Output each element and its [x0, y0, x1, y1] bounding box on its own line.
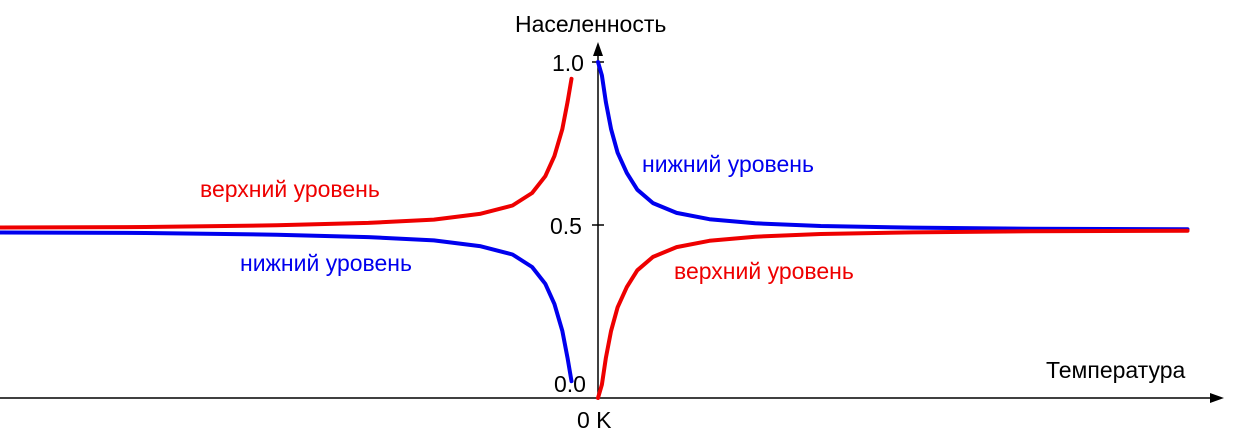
series-layer	[0, 60, 1190, 400]
y-tick-label-0: 0.0	[554, 371, 586, 397]
y-axis-title: Населенность	[515, 11, 666, 37]
y-tick-label-1: 1.0	[552, 50, 584, 76]
x-axis-title: Температура	[1046, 357, 1186, 383]
annotation-lower-level-left: нижний уровень	[240, 250, 412, 276]
series-line-upper-negative-T	[0, 76, 574, 230]
y-axis-arrow-icon	[593, 42, 603, 56]
annotation-upper-level-right: верхний уровень	[674, 258, 854, 284]
x-axis-arrow-icon	[1210, 393, 1224, 403]
origin-label: 0 K	[577, 407, 612, 433]
series-line-upper-positive-T	[596, 228, 1190, 400]
annotation-upper-level-left: верхний уровень	[200, 176, 380, 202]
annotation-lower-level-right: нижний уровень	[642, 151, 814, 177]
series-line-lower-positive-T	[596, 60, 1190, 232]
y-tick-label-05: 0.5	[550, 213, 582, 239]
series-line-lower-negative-T	[0, 230, 574, 384]
